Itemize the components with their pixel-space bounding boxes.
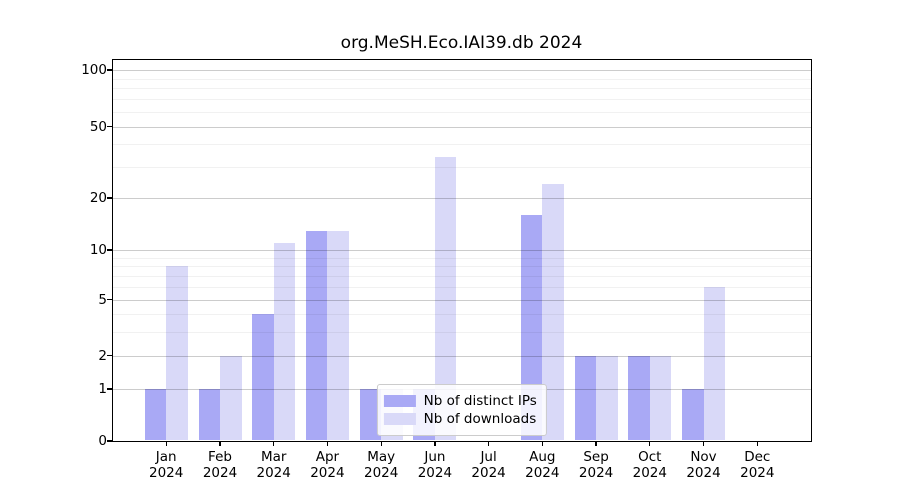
x-tick-year: 2024	[149, 464, 184, 481]
plot-area: Nb of distinct IPs Nb of downloads	[111, 58, 812, 442]
y-tick-mark-2	[107, 354, 112, 357]
x-tick-mark-feb	[219, 441, 221, 446]
x-tick-year: 2024	[686, 464, 721, 481]
x-tick-year: 2024	[202, 464, 238, 481]
bar-nb-of-distinct-ips-jan	[144, 389, 167, 440]
x-tick-year: 2024	[364, 464, 399, 481]
x-tick-label-jul: Jul 2024	[459, 449, 519, 481]
y-tick-mark-10	[107, 249, 112, 251]
x-tick-mark-jan	[165, 441, 167, 446]
x-tick-month: Dec	[744, 449, 771, 465]
y-tick-label-0: 0	[98, 433, 107, 449]
x-tick-label-may: May 2024	[351, 449, 411, 481]
x-tick-label-aug: Aug 2024	[512, 449, 572, 481]
bar-nb-of-distinct-ips-feb	[198, 389, 220, 440]
x-tick-mark-may	[380, 441, 382, 446]
x-tick-month: Nov	[690, 449, 717, 465]
bar-nb-of-downloads-oct	[649, 355, 672, 440]
bar-nb-of-distinct-ips-oct	[628, 355, 650, 440]
legend-label-distinct-ips: Nb of distinct IPs	[423, 393, 537, 409]
bar-nb-of-distinct-ips-apr	[305, 230, 328, 440]
x-tick-label-mar: Mar 2024	[244, 449, 304, 481]
legend-label-downloads: Nb of downloads	[423, 411, 537, 427]
x-tick-label-nov: Nov 2024	[674, 449, 734, 481]
x-tick-mark-nov	[702, 441, 705, 446]
x-tick-month: Aug	[529, 449, 556, 465]
bar-nb-of-distinct-ips-nov	[682, 389, 704, 440]
y-tick-mark-5	[107, 298, 112, 301]
bar-nb-of-downloads-apr	[327, 230, 349, 440]
x-tick-month: Sep	[583, 449, 609, 465]
x-tick-mark-sep	[595, 441, 597, 446]
x-tick-mark-apr	[326, 441, 329, 446]
y-tick-mark-50	[107, 125, 112, 128]
legend-swatch-downloads	[383, 413, 416, 425]
x-tick-label-jan: Jan 2024	[136, 449, 196, 481]
bar-nb-of-downloads-jan	[166, 266, 188, 440]
x-tick-year: 2024	[256, 464, 291, 481]
bar-nb-of-downloads-mar	[273, 243, 296, 440]
x-tick-month: Oct	[638, 449, 662, 465]
y-tick-mark-20	[107, 197, 112, 199]
x-tick-year: 2024	[471, 464, 506, 481]
x-tick-label-jun: Jun 2024	[405, 449, 465, 481]
x-tick-month: Jul	[480, 449, 497, 465]
x-tick-mark-dec	[756, 441, 758, 446]
x-tick-mark-oct	[649, 441, 651, 446]
x-tick-label-oct: Oct 2024	[620, 449, 680, 481]
legend-swatch-distinct-ips	[383, 395, 416, 407]
y-tick-label-1: 1	[98, 381, 107, 397]
bar-nb-of-downloads-feb	[220, 355, 242, 440]
x-tick-mark-mar	[273, 441, 275, 446]
y-tick-label-50: 50	[89, 118, 107, 135]
bar-nb-of-distinct-ips-may	[359, 389, 382, 440]
x-tick-mark-aug	[541, 441, 543, 446]
chart-title: org.MeSH.Eco.IAI39.db 2024	[340, 33, 583, 53]
legend-item-distinct-ips: Nb of distinct IPs	[383, 393, 537, 409]
x-tick-year: 2024	[740, 464, 775, 481]
x-tick-year: 2024	[525, 464, 560, 481]
bar-nb-of-distinct-ips-mar	[252, 314, 274, 440]
x-tick-month: Mar	[260, 449, 287, 465]
y-tick-mark-0	[107, 440, 112, 442]
y-tick-label-5: 5	[98, 291, 107, 308]
x-tick-month: Jan	[155, 449, 177, 465]
bar-nb-of-downloads-sep	[596, 355, 618, 440]
y-tick-label-10: 10	[89, 242, 107, 258]
y-tick-mark-1	[107, 388, 112, 390]
x-tick-mark-jun	[434, 441, 436, 446]
x-tick-label-feb: Feb 2024	[190, 449, 250, 481]
y-tick-label-100: 100	[81, 62, 107, 78]
legend: Nb of distinct IPs Nb of downloads	[376, 384, 547, 436]
legend-item-downloads: Nb of downloads	[383, 411, 537, 427]
x-tick-label-sep: Sep 2024	[566, 449, 626, 481]
x-tick-month: Jun	[424, 449, 446, 465]
bar-nb-of-downloads-aug	[542, 184, 564, 440]
x-tick-year: 2024	[310, 464, 345, 481]
x-tick-month: Apr	[315, 449, 340, 465]
bars-layer	[113, 60, 812, 442]
x-tick-mark-jul	[487, 441, 490, 446]
y-tick-label-20: 20	[89, 190, 107, 206]
y-tick-label-2: 2	[98, 347, 107, 364]
x-tick-year: 2024	[417, 464, 453, 481]
x-tick-label-dec: Dec 2024	[727, 449, 787, 481]
y-tick-mark-100	[107, 69, 112, 71]
bar-nb-of-distinct-ips-aug	[520, 215, 543, 440]
x-tick-month: May	[367, 449, 396, 465]
x-tick-label-apr: Apr 2024	[297, 449, 357, 481]
x-tick-year: 2024	[632, 464, 667, 481]
x-tick-month: Feb	[208, 449, 232, 465]
bar-nb-of-distinct-ips-sep	[574, 355, 597, 440]
x-tick-year: 2024	[578, 464, 614, 481]
bar-nb-of-downloads-nov	[703, 286, 725, 440]
bar-nb-of-downloads-jun	[434, 156, 457, 440]
